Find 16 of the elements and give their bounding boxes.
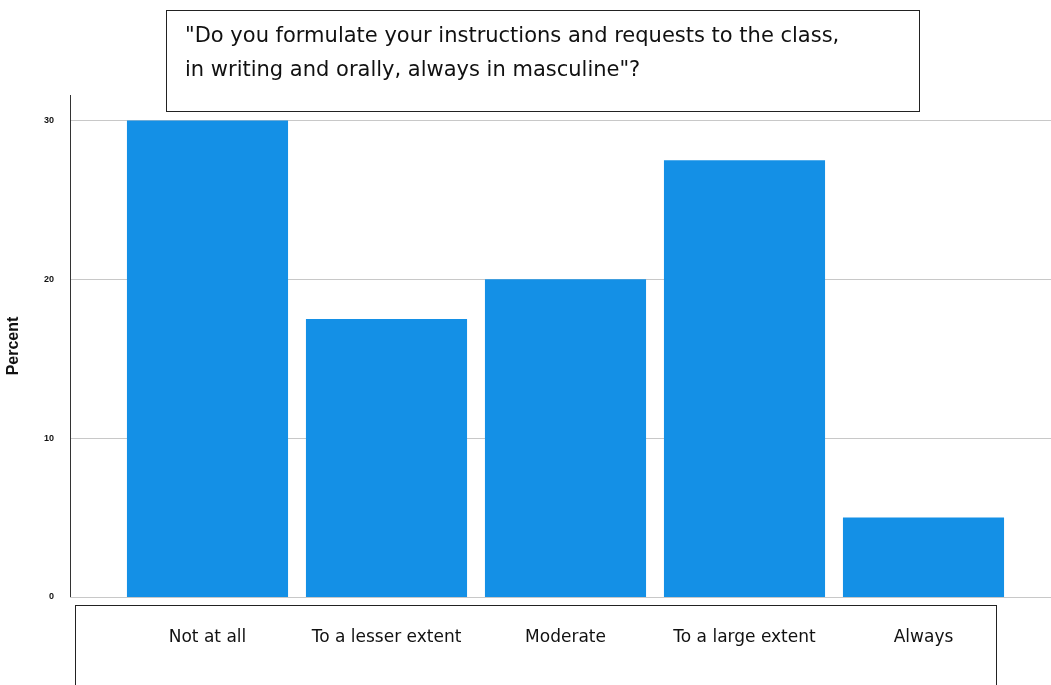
bar xyxy=(305,318,468,597)
y-tick-label: 10 xyxy=(43,432,54,443)
bar xyxy=(126,120,289,597)
chart-title: "Do you formulate your instructions and requests to the class, in writing and orally, always in masculine"? xyxy=(185,22,841,83)
x-tick-label: To a large extent xyxy=(672,625,817,646)
y-tick-label: 0 xyxy=(48,591,54,602)
x-tick-label: Moderate xyxy=(525,625,606,646)
y-tick-label: 30 xyxy=(43,114,54,125)
bar xyxy=(484,279,647,597)
y-tick-label: 20 xyxy=(43,273,54,284)
x-tick-label: To a lesser extent xyxy=(310,625,462,646)
y-axis-title: Percent xyxy=(4,315,22,376)
bar xyxy=(842,517,1005,597)
bar xyxy=(663,160,826,597)
x-tick-label: Not at all xyxy=(168,625,247,646)
x-tick-label: Always xyxy=(893,625,954,646)
